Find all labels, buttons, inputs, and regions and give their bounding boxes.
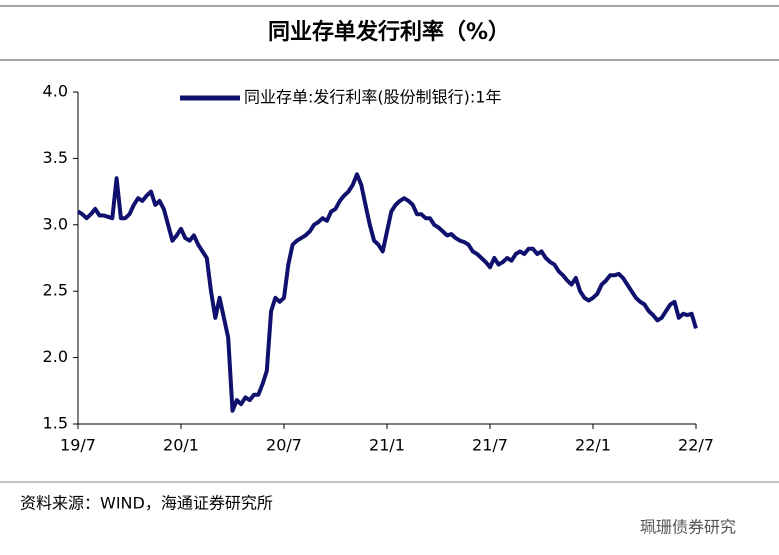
x-tick-label: 19/7 <box>60 436 96 455</box>
line-series <box>76 172 698 413</box>
chart-title: 同业存单发行利率（%） <box>268 19 510 45</box>
y-tick-label: 3.0 <box>43 214 68 233</box>
y-tick-label: 2.0 <box>43 347 68 366</box>
y-tick-label: 4.0 <box>43 82 68 101</box>
y-tick-label: 3.5 <box>43 148 68 167</box>
x-tick-label: 22/1 <box>575 436 611 455</box>
x-tick-label: 22/7 <box>678 436 714 455</box>
x-tick-label: 20/7 <box>266 436 302 455</box>
watermark: 珮珊债券研究 <box>640 518 736 537</box>
x-tick-label: 20/1 <box>163 436 199 455</box>
source: 资料来源：WIND，海通证券研究所 <box>20 494 273 513</box>
x-tick-label: 21/1 <box>369 436 405 455</box>
y-tick-label: 1.5 <box>43 414 68 433</box>
legend-label: 同业存单:发行利率(股份制银行):1年 <box>244 88 501 107</box>
y-tick-label: 2.5 <box>43 281 68 300</box>
x-tick-label: 21/7 <box>472 436 508 455</box>
